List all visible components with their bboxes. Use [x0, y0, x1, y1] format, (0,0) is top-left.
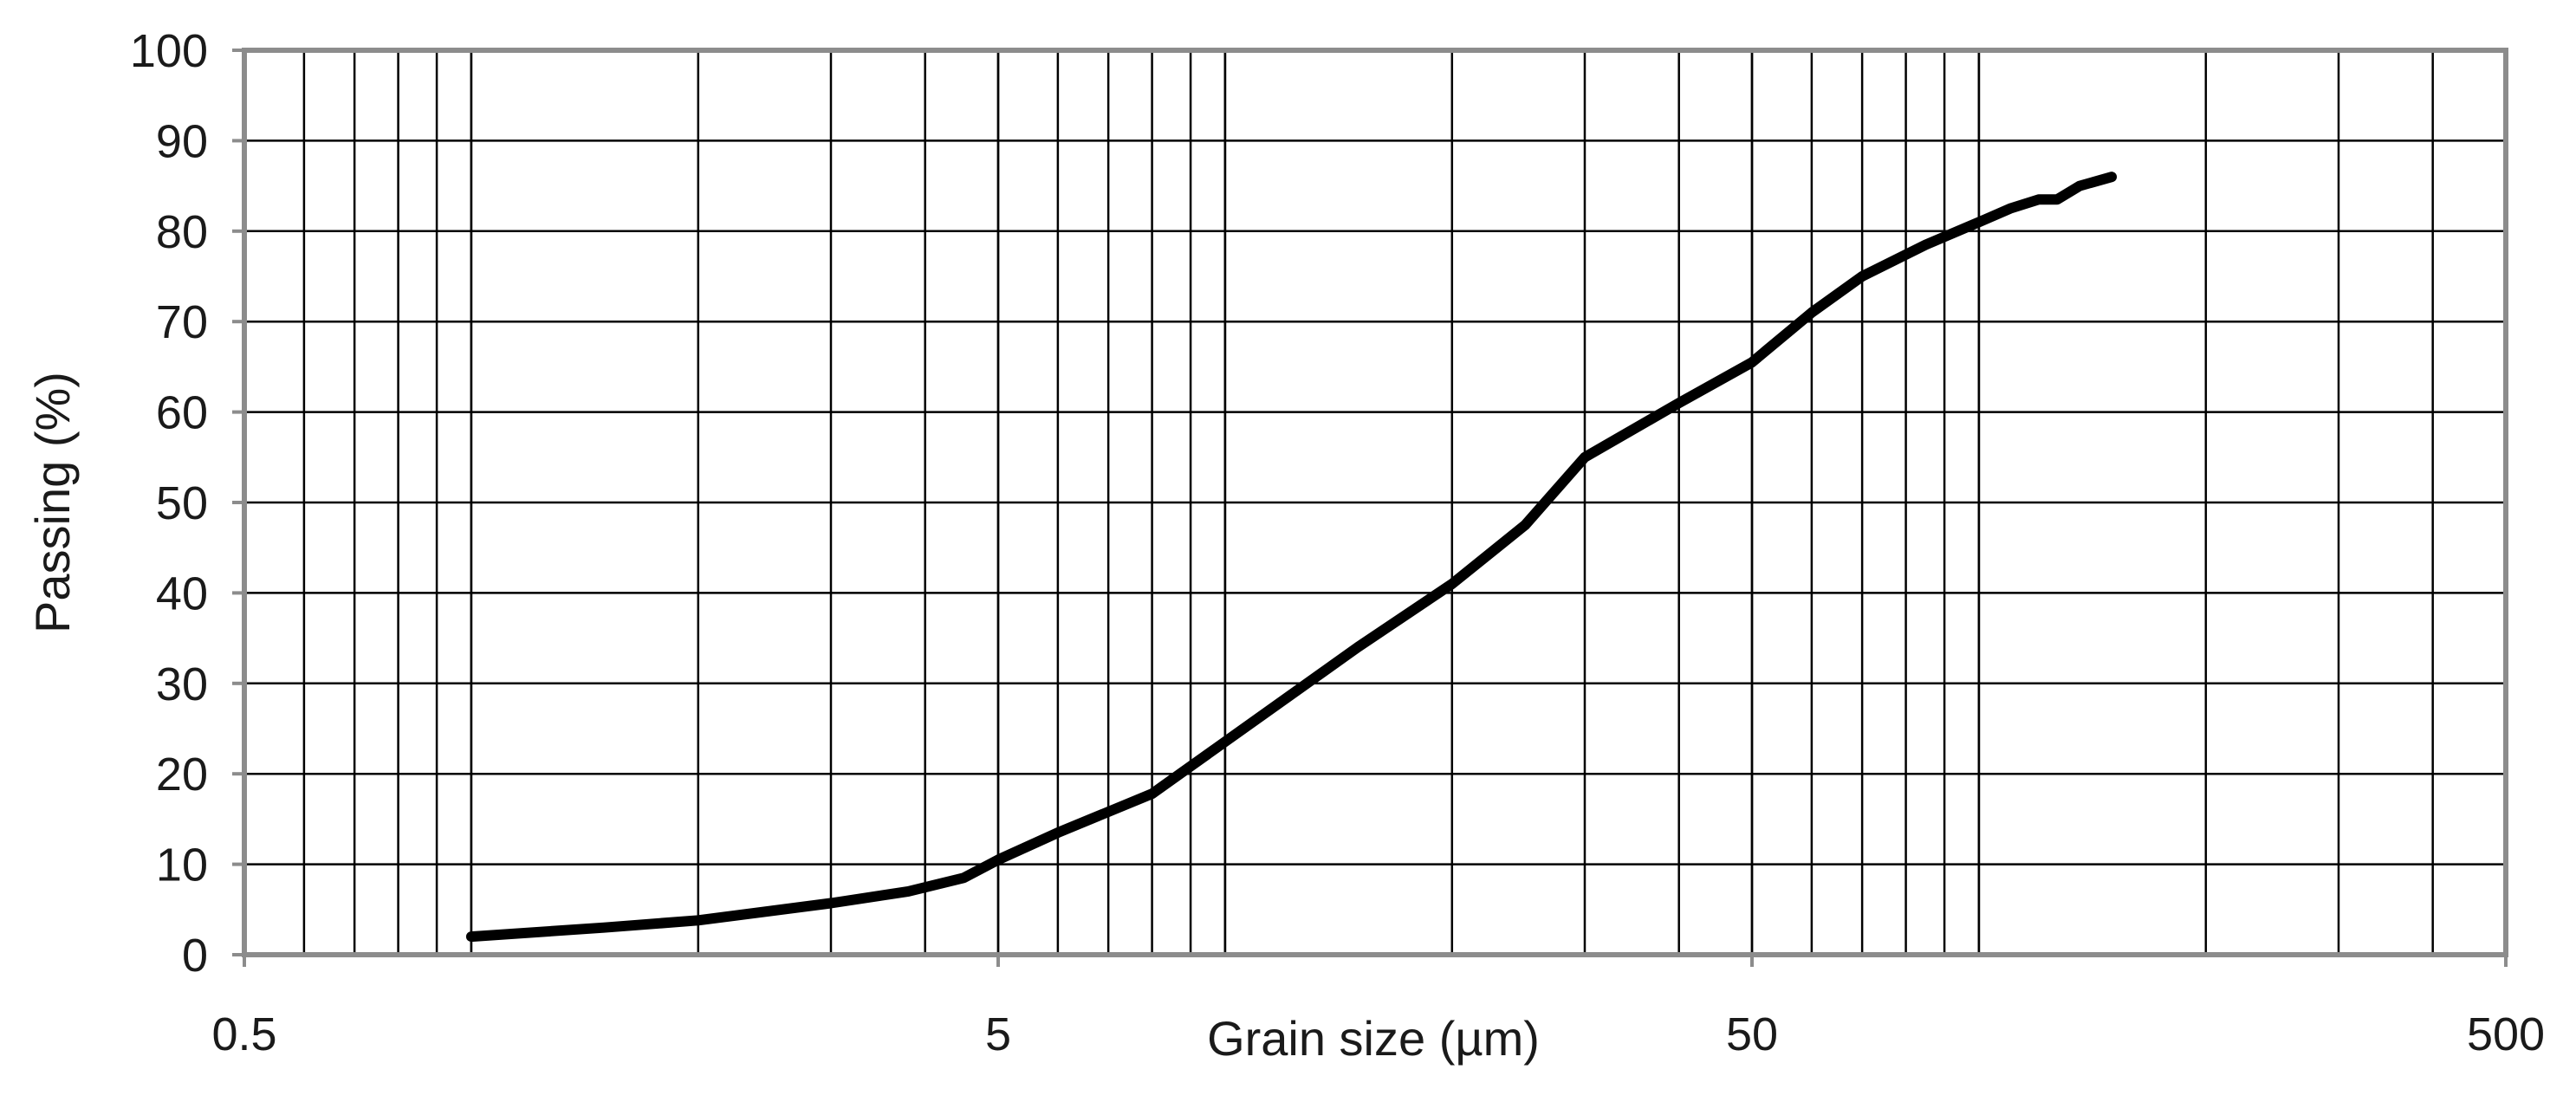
y-tick-label: 60 — [156, 387, 208, 439]
x-tick-label: 500 — [2467, 1008, 2545, 1060]
grid-lines — [243, 49, 2508, 956]
y-tick-label: 20 — [156, 749, 208, 801]
y-tick-label: 10 — [156, 839, 208, 891]
x-axis-title: Grain size (µm) — [1207, 1011, 1540, 1066]
y-tick-label: 100 — [130, 25, 208, 77]
x-tick-label: 50 — [1726, 1008, 1778, 1060]
x-tick-labels: 0.5 5 50 500 — [211, 955, 2545, 1060]
series-line-1 — [465, 172, 2118, 943]
x-tick-label: 5 — [985, 1008, 1011, 1060]
y-tick-label: 30 — [156, 658, 208, 710]
x-tick-label: 0.5 — [211, 1008, 276, 1060]
y-tick-label: 90 — [156, 115, 208, 167]
y-tick-label: 70 — [156, 296, 208, 348]
y-axis-title: Passing (%) — [25, 372, 80, 633]
y-tick-label: 0 — [182, 930, 208, 982]
y-tick-label: 40 — [156, 567, 208, 619]
y-tick-label: 50 — [156, 477, 208, 529]
series-layer — [465, 172, 2118, 943]
y-tick-label: 80 — [156, 206, 208, 258]
y-tick-labels: 0 10 20 30 40 50 60 70 80 90 100 — [130, 25, 244, 982]
